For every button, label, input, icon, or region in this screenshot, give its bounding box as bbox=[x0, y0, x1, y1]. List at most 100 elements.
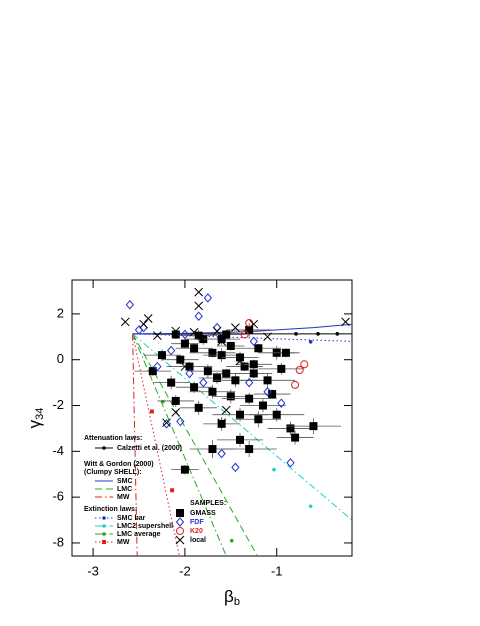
marker-square bbox=[263, 376, 272, 385]
x-tick-label: -2 bbox=[179, 563, 191, 578]
legend-label: LMC average bbox=[117, 531, 161, 538]
legend-marker bbox=[102, 524, 106, 528]
marker-cross bbox=[235, 356, 245, 366]
marker-diamond bbox=[277, 398, 286, 408]
curve bbox=[132, 333, 352, 521]
marker-cross bbox=[171, 408, 181, 417]
plot-area bbox=[120, 287, 352, 556]
marker-cross bbox=[221, 405, 231, 415]
marker-square bbox=[208, 445, 217, 454]
marker-square bbox=[254, 344, 263, 353]
marker-diamond bbox=[162, 419, 171, 429]
marker-cross bbox=[143, 314, 153, 323]
marker-diamond bbox=[217, 448, 226, 459]
marker-square bbox=[226, 392, 235, 401]
legend-marker bbox=[175, 517, 185, 527]
legend-marker bbox=[102, 532, 106, 536]
legend-entry: LMC bbox=[95, 486, 132, 493]
marker-dot bbox=[308, 504, 313, 509]
marker-diamond bbox=[203, 293, 213, 303]
marker-cross bbox=[153, 331, 162, 341]
legend-marker bbox=[175, 535, 185, 545]
marker-circle bbox=[300, 360, 309, 369]
marker-dot bbox=[229, 538, 234, 543]
legend-label: FDF bbox=[190, 519, 204, 526]
marker-dot bbox=[272, 467, 276, 472]
marker-square bbox=[268, 390, 277, 399]
marker-diamond bbox=[185, 368, 194, 379]
legend-entry: LMC2 supershell bbox=[95, 523, 173, 530]
y-tick-label: -6 bbox=[52, 489, 64, 504]
marker-square bbox=[254, 415, 263, 424]
x-label: β bbox=[224, 587, 234, 606]
marker-cross bbox=[249, 319, 259, 329]
legend-marker bbox=[176, 527, 184, 535]
y-label: γ bbox=[25, 419, 44, 428]
marker-diamond bbox=[176, 416, 185, 427]
marker-circle bbox=[240, 330, 249, 339]
legend-entry: GMASS bbox=[176, 509, 216, 517]
marker-square bbox=[236, 435, 244, 444]
legend-entry: local bbox=[175, 535, 206, 545]
legend-heading: Witt & Gordon (2000) bbox=[84, 461, 154, 468]
marker-square bbox=[222, 330, 231, 339]
marker-square bbox=[291, 433, 300, 442]
legend-marker bbox=[102, 516, 106, 520]
marker-square bbox=[226, 341, 235, 350]
marker-cross bbox=[263, 332, 272, 342]
marker-diamond bbox=[180, 329, 190, 340]
marker-dot bbox=[316, 332, 320, 336]
legend-label: K20 bbox=[190, 528, 203, 535]
marker-cross bbox=[212, 326, 222, 336]
x-tick-label: -1 bbox=[271, 563, 283, 578]
marker-circle bbox=[291, 380, 300, 389]
curve bbox=[132, 333, 138, 556]
marker-square bbox=[231, 376, 240, 385]
marker-cross bbox=[139, 319, 148, 329]
marker-square bbox=[222, 369, 231, 378]
legend-label: MW bbox=[117, 494, 130, 501]
legend-label: local bbox=[190, 537, 206, 544]
legend-entry: K20 bbox=[176, 527, 203, 535]
marker-cross bbox=[189, 327, 199, 337]
marker-square bbox=[190, 344, 199, 353]
marker-diamond bbox=[263, 387, 272, 397]
marker-cross bbox=[231, 323, 240, 332]
marker-cross bbox=[171, 326, 181, 336]
marker-square bbox=[281, 348, 290, 357]
marker-dot bbox=[308, 340, 313, 344]
marker-cross bbox=[217, 337, 226, 346]
legend-entry: MW bbox=[95, 494, 130, 501]
legend-entry: SMC bar bbox=[95, 515, 146, 522]
marker-square bbox=[249, 360, 258, 369]
marker-square bbox=[213, 374, 222, 383]
legend-label: LMC2 supershell bbox=[117, 523, 173, 530]
marker-square bbox=[277, 364, 286, 373]
marker-square bbox=[157, 351, 166, 360]
marker-square bbox=[167, 378, 176, 387]
y-tick-label: 2 bbox=[57, 305, 64, 320]
marker-square bbox=[203, 367, 212, 376]
y-label-sub: 34 bbox=[34, 408, 46, 420]
y-tick-label: -8 bbox=[52, 534, 64, 549]
marker-square bbox=[190, 383, 199, 392]
marker-square bbox=[171, 396, 180, 405]
marker-diamond bbox=[125, 299, 135, 310]
marker-square bbox=[180, 339, 189, 348]
y-tick-label: -4 bbox=[52, 443, 64, 458]
curve bbox=[132, 323, 352, 335]
marker-square bbox=[217, 419, 226, 428]
marker-square bbox=[245, 394, 254, 403]
marker-diamond bbox=[134, 325, 144, 335]
marker-square bbox=[194, 331, 203, 340]
legend-heading: (Clumpy SHELL): bbox=[84, 469, 142, 476]
legend-label: Calzetti et al. (2000) bbox=[117, 445, 182, 452]
legend-entry: Calzetti et al. (2000) bbox=[95, 445, 182, 452]
marker-diamond bbox=[249, 336, 258, 347]
x-axis-label: βb bbox=[224, 587, 240, 607]
marker-square bbox=[249, 369, 258, 378]
marker-cross bbox=[194, 301, 204, 311]
curve bbox=[132, 333, 180, 556]
marker-square bbox=[286, 424, 295, 433]
marker-square bbox=[236, 410, 244, 419]
